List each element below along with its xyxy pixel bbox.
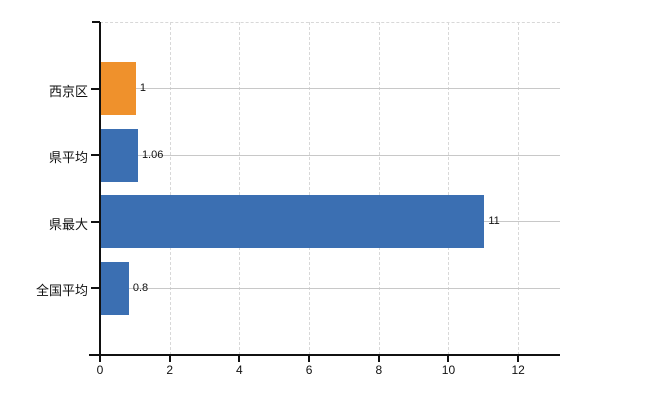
x-tick-label: 0 bbox=[96, 363, 104, 377]
y-tick bbox=[91, 220, 100, 223]
x-tick-label: 10 bbox=[441, 363, 456, 377]
bar-value-label: 1 bbox=[139, 82, 146, 95]
x-tick bbox=[377, 355, 380, 362]
bar bbox=[101, 62, 136, 116]
y-tick bbox=[91, 87, 100, 90]
x-tick-label: 8 bbox=[375, 363, 383, 377]
category-label: 西京区 bbox=[48, 83, 88, 99]
bar-value-label: 11 bbox=[488, 215, 500, 228]
plot-top-border bbox=[100, 22, 560, 23]
h-gridline bbox=[100, 88, 560, 90]
x-tick bbox=[99, 355, 101, 362]
bar bbox=[101, 195, 485, 249]
v-gridline bbox=[378, 22, 380, 355]
y-tick bbox=[91, 154, 100, 157]
h-gridline bbox=[100, 154, 560, 156]
x-tick-label: 12 bbox=[511, 363, 525, 377]
y-tick bbox=[91, 287, 100, 290]
x-tick bbox=[308, 355, 311, 362]
bar bbox=[101, 261, 129, 315]
x-tick-label: 2 bbox=[166, 363, 174, 377]
x-tick bbox=[447, 355, 450, 362]
x-tick-label: 6 bbox=[305, 363, 313, 377]
x-axis bbox=[89, 354, 560, 356]
v-gridline bbox=[518, 22, 520, 355]
v-gridline bbox=[169, 22, 171, 355]
bar bbox=[101, 128, 138, 182]
v-gridline bbox=[309, 22, 311, 355]
v-gridline bbox=[448, 22, 450, 355]
y-axis-top-tick bbox=[92, 21, 100, 23]
v-gridline bbox=[239, 22, 241, 355]
bar-value-label: 1.06 bbox=[141, 148, 164, 161]
x-tick bbox=[168, 355, 171, 362]
category-label: 全国平均 bbox=[35, 283, 88, 299]
x-tick bbox=[238, 355, 241, 362]
h-gridline bbox=[100, 287, 560, 289]
category-label: 県平均 bbox=[48, 150, 88, 166]
x-tick bbox=[517, 355, 520, 362]
bar-value-label: 0.8 bbox=[132, 281, 149, 294]
x-tick-label: 4 bbox=[236, 363, 243, 377]
category-label: 県最大 bbox=[48, 216, 88, 232]
y-axis bbox=[99, 22, 101, 355]
